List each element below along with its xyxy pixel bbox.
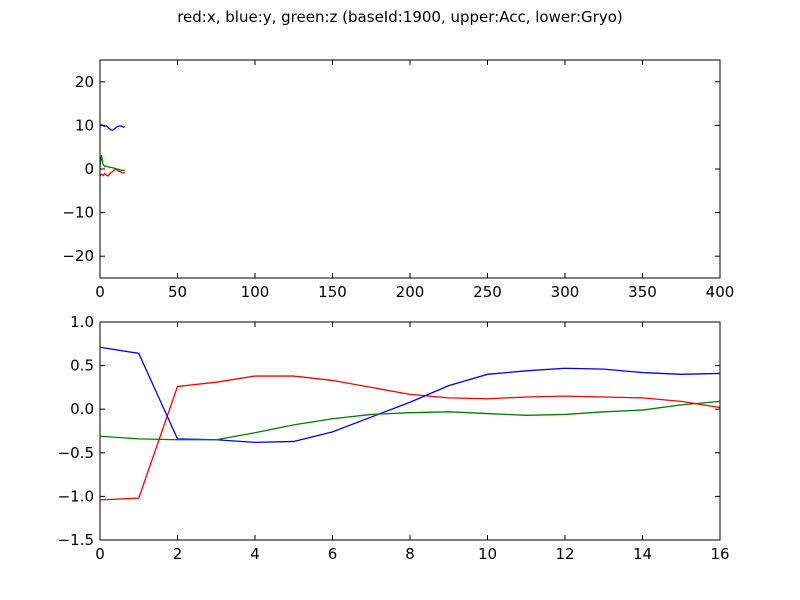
x-tick-label-upper-1: 50 (168, 283, 187, 301)
series-line-upper-2 (99, 154, 125, 171)
axes-frame-upper (99, 59, 721, 279)
series-line-lower-2 (99, 400, 721, 441)
x-tick-label-upper-8: 400 (706, 283, 735, 301)
x-tick-label-upper-5: 250 (473, 283, 502, 301)
x-tick-label-upper-2: 100 (241, 283, 270, 301)
y-tick-label-lower-3: 0.0 (70, 400, 94, 418)
x-tick-label-lower-6: 12 (555, 545, 574, 563)
x-tick-label-lower-8: 16 (710, 545, 729, 563)
x-tick-label-upper-3: 150 (318, 283, 347, 301)
y-tick-label-lower-2: −0.5 (58, 444, 94, 462)
x-tick-label-upper-0: 0 (95, 283, 105, 301)
plot-panel-lower: 0 2 4 6 8 10 12 14 16 −1.5 −1.0 −0.5 0.0 0.5 1.0 (58, 313, 730, 563)
x-tick-label-lower-1: 2 (173, 545, 183, 563)
y-tick-label-lower-5: 1.0 (70, 313, 94, 331)
axes-frame-lower (99, 321, 721, 541)
series-line-upper-0 (99, 168, 125, 177)
x-tick-label-upper-4: 200 (396, 283, 425, 301)
x-tick-label-lower-5: 10 (478, 545, 497, 563)
figure-title: red:x, blue:y, green:z (baseId:1900, upp… (177, 8, 623, 26)
y-tick-label-upper-4: 20 (75, 73, 94, 91)
series-line-lower-0 (99, 375, 721, 501)
x-tick-label-upper-7: 350 (628, 283, 657, 301)
y-tick-label-upper-0: −20 (62, 247, 94, 265)
y-tick-label-lower-1: −1.0 (58, 487, 94, 505)
x-tick-label-upper-6: 300 (551, 283, 580, 301)
x-tick-label-lower-2: 4 (250, 545, 260, 563)
y-tick-label-upper-3: 10 (75, 116, 94, 134)
x-tick-label-lower-3: 6 (328, 545, 338, 563)
y-tick-label-upper-2: 0 (84, 160, 94, 178)
plot-panel-upper: 0 50 100 150 200 250 300 350 400 −20 −10 0 10 20 (62, 59, 735, 301)
x-tick-label-lower-4: 8 (405, 545, 415, 563)
x-tick-label-lower-0: 0 (95, 545, 105, 563)
x-tick-label-lower-7: 14 (633, 545, 652, 563)
y-tick-label-upper-1: −10 (62, 204, 94, 222)
y-tick-label-lower-4: 0.5 (70, 357, 94, 375)
y-tick-label-lower-0: −1.5 (58, 531, 94, 549)
series-line-upper-1 (99, 124, 125, 131)
